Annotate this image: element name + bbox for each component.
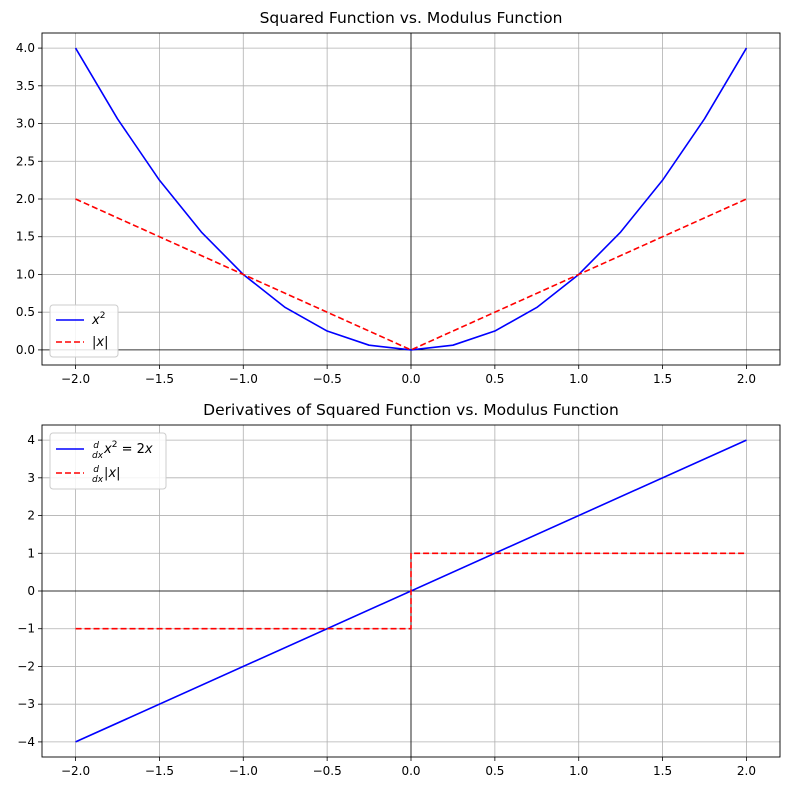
y-tick-label: 0.0 bbox=[16, 343, 35, 357]
x-tick-label: −2.0 bbox=[61, 372, 90, 386]
y-tick-label: 4 bbox=[27, 433, 35, 447]
x-tick-label: 1.5 bbox=[653, 764, 672, 778]
y-tick-label: 4.0 bbox=[16, 41, 35, 55]
x-tick-label: 1.5 bbox=[653, 372, 672, 386]
y-tick-label: 3 bbox=[27, 471, 35, 485]
plot-title: Derivatives of Squared Function vs. Modu… bbox=[203, 401, 619, 419]
legend-label: d dx|x| bbox=[92, 465, 121, 485]
legend-label: x2 bbox=[91, 311, 105, 328]
series-line-1 bbox=[75, 552, 747, 630]
x-tick-label: −1.5 bbox=[145, 372, 174, 386]
x-tick-label: 2.0 bbox=[737, 764, 756, 778]
x-tick-label: −1.0 bbox=[229, 372, 258, 386]
x-tick-label: 0.0 bbox=[401, 764, 420, 778]
x-tick-label: −0.5 bbox=[313, 764, 342, 778]
y-tick-label: 3.0 bbox=[16, 117, 35, 131]
x-tick-label: 1.0 bbox=[569, 764, 588, 778]
y-tick-label: 2.5 bbox=[16, 154, 35, 168]
y-tick-label: 2.0 bbox=[16, 192, 35, 206]
x-tick-label: −2.0 bbox=[61, 764, 90, 778]
x-tick-label: −0.5 bbox=[313, 372, 342, 386]
y-tick-label: −4 bbox=[17, 735, 35, 749]
y-tick-label: 1.0 bbox=[16, 267, 35, 281]
plot-title: Squared Function vs. Modulus Function bbox=[260, 9, 563, 27]
y-tick-label: 1.5 bbox=[16, 230, 35, 244]
y-tick-label: 1 bbox=[27, 546, 35, 560]
x-tick-label: 0.0 bbox=[401, 372, 420, 386]
y-tick-label: −3 bbox=[17, 697, 35, 711]
y-tick-label: −1 bbox=[17, 622, 35, 636]
legend-label: |x| bbox=[92, 335, 108, 350]
legend: d dxx2 = 2x d dx|x| bbox=[49, 432, 167, 490]
x-tick-label: −1.5 bbox=[145, 764, 174, 778]
y-tick-label: 0.5 bbox=[16, 305, 35, 319]
legend: x2 |x| bbox=[49, 304, 119, 358]
x-tick-label: 1.0 bbox=[569, 372, 588, 386]
x-tick-label: 2.0 bbox=[737, 372, 756, 386]
y-tick-label: 3.5 bbox=[16, 79, 35, 93]
series-line-1 bbox=[75, 198, 747, 351]
plot-derivatives: Derivatives of Squared Function vs. Modu… bbox=[17, 401, 781, 778]
legend-box bbox=[49, 432, 167, 490]
y-tick-label: −2 bbox=[17, 659, 35, 673]
x-tick-label: 0.5 bbox=[485, 372, 504, 386]
plot-squared-vs-modulus: Squared Function vs. Modulus Function −2… bbox=[16, 9, 781, 386]
x-tick-label: 0.5 bbox=[485, 764, 504, 778]
legend-box bbox=[49, 304, 119, 358]
legend-label: d dxx2 = 2x bbox=[92, 440, 153, 461]
series-line-0 bbox=[74, 47, 748, 351]
y-tick-label: 0 bbox=[27, 584, 35, 598]
y-tick-label: 2 bbox=[27, 509, 35, 523]
x-tick-label: −1.0 bbox=[229, 764, 258, 778]
